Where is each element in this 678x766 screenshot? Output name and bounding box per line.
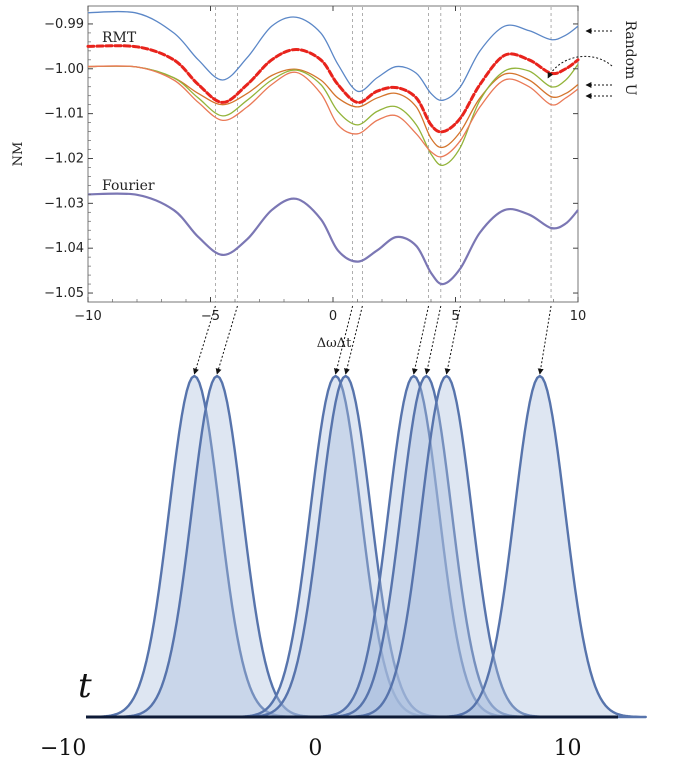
bottom-x-tick-label: 0 (308, 736, 322, 761)
gaussian-peak (432, 374, 647, 719)
gaussian-peak (228, 374, 443, 719)
gaussian-peak (319, 374, 534, 719)
x-tick-label: −10 (74, 309, 101, 324)
y-tick-label: −1.04 (44, 241, 84, 256)
top-series-group (86, 10, 580, 286)
gaussian-peak (109, 374, 325, 719)
y-tick-label: −1.00 (44, 62, 84, 77)
x-tick-label: 5 (451, 309, 459, 324)
x-tick-label: 0 (329, 309, 337, 324)
y-tick-label: −0.99 (44, 17, 84, 32)
rmt-series-label: RMT (102, 30, 137, 46)
random-u-series-line-orange (87, 65, 579, 149)
bottom-axis-ticks: −10 0 10 (40, 736, 582, 761)
gaussian-peak (306, 374, 521, 719)
y-tick-label: −1.01 (44, 107, 84, 122)
gaussian-peaks (87, 374, 647, 719)
y-tick-label: −1.02 (44, 151, 84, 166)
bottom-t-label: t (78, 666, 92, 706)
dip-to-peak-arrow (444, 305, 461, 375)
gaussian-peak (339, 374, 554, 719)
y-tick-label: −1.05 (44, 286, 84, 301)
gaussian-peak (238, 374, 453, 719)
x-tick-label: 10 (570, 309, 587, 324)
top-chart: −10 −5 0 5 10 −0.99 −1.00 −1.01 −1.02 −1.03 −1.04 −… (11, 5, 638, 351)
random-u-arrows (547, 28, 613, 99)
random-u-series-line-blue (87, 10, 579, 102)
dip-to-peak-arrows (193, 305, 552, 375)
bottom-x-tick-label: −10 (40, 736, 86, 761)
dip-to-peak-arrow (424, 305, 442, 375)
bottom-chart: t −10 0 10 (40, 374, 647, 761)
dip-to-peak-arrow (537, 305, 552, 375)
top-xlabel: ΔωΔt (317, 336, 352, 351)
random-u-arrow-curved (547, 55, 613, 79)
random-u-series-line-green (87, 63, 579, 166)
top-dip-guides (214, 7, 552, 302)
random-u-label: Random U (622, 20, 638, 95)
rmt-series-line (86, 44, 580, 134)
x-tick-label: −5 (201, 309, 220, 324)
top-axis-ticks: −10 −5 0 5 10 −0.99 −1.00 −1.01 −1.02 −1.03 −1.04 −… (44, 6, 586, 324)
top-ylabel: NM (11, 142, 26, 167)
random-u-series-line-salmon (87, 65, 579, 158)
fourier-series-label: Fourier (102, 178, 155, 194)
top-plot-frame (87, 5, 579, 303)
fourier-series-line-fourier (87, 192, 579, 286)
bottom-x-tick-label: 10 (554, 736, 582, 761)
dip-to-peak-arrow (411, 305, 430, 375)
dip-to-peak-arrow (215, 305, 238, 375)
y-tick-label: −1.03 (44, 196, 84, 211)
